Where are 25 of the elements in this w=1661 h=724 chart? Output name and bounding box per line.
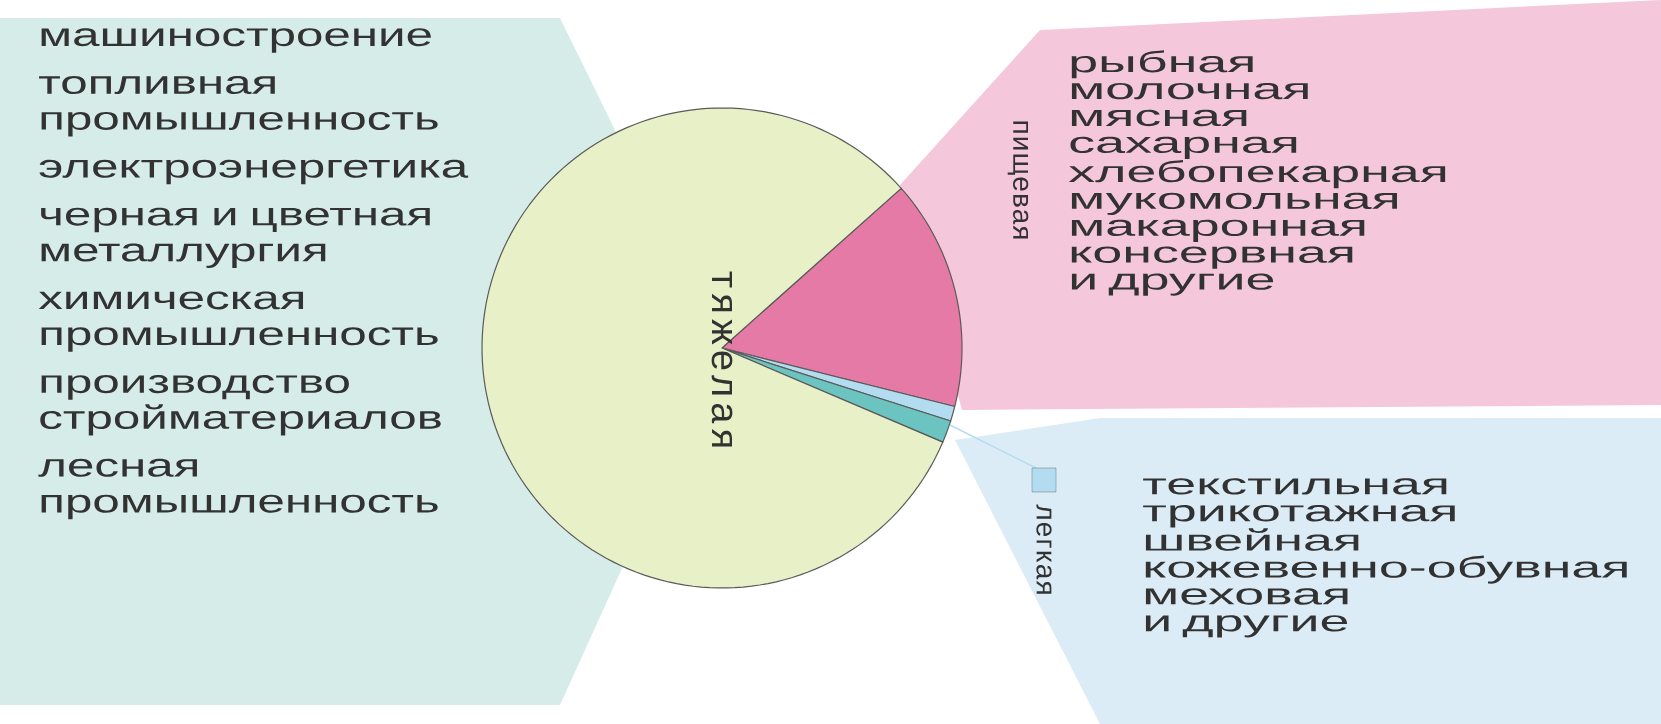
text: и другие <box>1071 273 1274 296</box>
text: лесная промышленность <box>38 458 438 520</box>
slice-label: пищевая <box>1007 121 1029 239</box>
text: швейная <box>1145 528 1359 551</box>
text: химическая промышленность <box>38 291 438 352</box>
text: трикотажная <box>1143 505 1455 528</box>
text: производство стройматериалов <box>40 375 441 436</box>
text: хлебопекарная <box>1068 160 1446 189</box>
text: макаронная <box>1071 219 1365 242</box>
text: кожевенно-обувная <box>1145 555 1627 584</box>
slice-label: тяжелая <box>711 271 733 447</box>
text: рыбная <box>1071 50 1253 79</box>
text: мукомольная <box>1071 192 1397 216</box>
text: машиностроение <box>41 28 431 53</box>
text: молочная <box>1071 82 1308 100</box>
text: и другие <box>1145 615 1348 638</box>
text: меховая <box>1145 588 1348 605</box>
text: консервная <box>1071 246 1353 269</box>
text: мясная <box>1071 109 1247 127</box>
text: черная и цветная металлургия <box>41 207 430 269</box>
legend-label: легкая <box>1036 504 1052 594</box>
text: сахарная <box>1070 136 1297 160</box>
text: топливная промышленность <box>39 76 438 137</box>
text: электроэнергетика <box>39 159 469 185</box>
text: текстильная <box>1143 478 1447 495</box>
